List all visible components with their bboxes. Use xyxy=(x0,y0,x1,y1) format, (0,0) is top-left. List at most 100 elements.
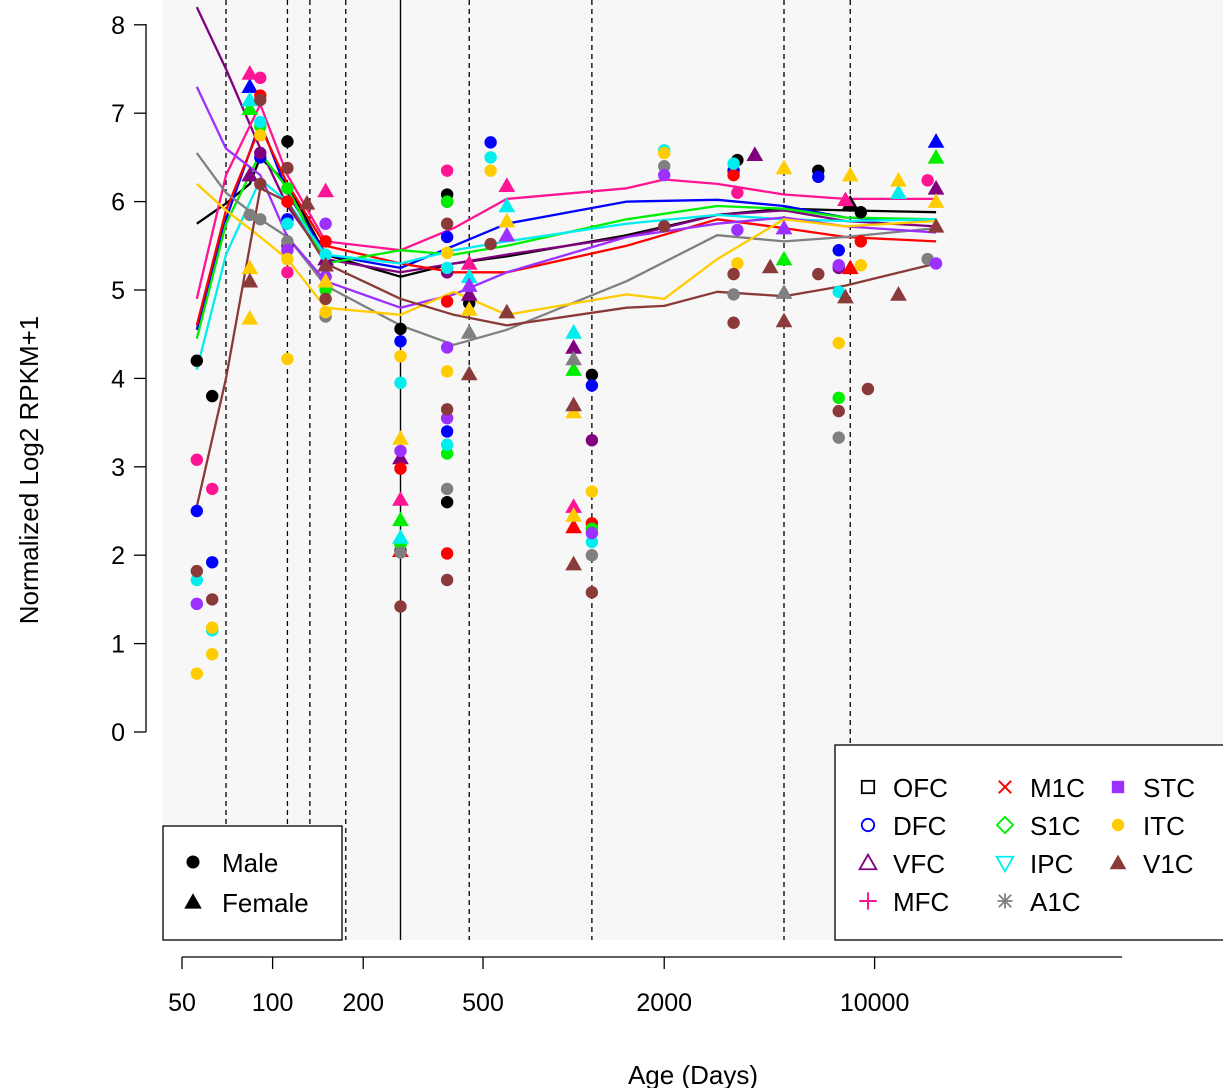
point-v1c xyxy=(727,316,740,329)
x-tick-label: 500 xyxy=(462,989,504,1017)
reference-lines xyxy=(225,0,851,940)
y-tick-label: 1 xyxy=(111,631,125,659)
point-ipc xyxy=(484,151,497,164)
point-m1c xyxy=(440,547,454,560)
y-tick-label: 5 xyxy=(111,277,125,305)
point-s1c xyxy=(241,100,259,116)
legend-sex-label: Male xyxy=(222,848,278,878)
legend-symbol-ipc xyxy=(995,855,1015,874)
point-v1c xyxy=(241,272,259,288)
point-stc xyxy=(658,168,671,182)
legend-symbol-mfc xyxy=(859,892,877,910)
legend-sex-symbol-male xyxy=(186,855,200,869)
y-tick-label: 7 xyxy=(111,100,125,128)
point-dfc xyxy=(190,504,204,518)
point-dfc xyxy=(440,425,454,438)
point-a1c xyxy=(775,284,793,299)
point-ofc xyxy=(585,368,599,382)
point-m1c xyxy=(440,295,454,308)
point-v1c xyxy=(890,286,907,301)
legend-symbol-vfc xyxy=(858,852,878,871)
point-itc xyxy=(775,159,793,175)
legend-symbol-itc xyxy=(1111,818,1125,832)
point-itc xyxy=(317,272,334,288)
point-dfc xyxy=(812,170,825,184)
point-ipc xyxy=(565,324,582,339)
point-a1c xyxy=(243,208,257,222)
point-v1c xyxy=(498,303,516,319)
point-v1c xyxy=(727,267,740,281)
point-itc xyxy=(658,146,671,160)
point-itc xyxy=(440,246,454,260)
point-stc xyxy=(281,244,294,257)
point-vfc xyxy=(241,166,259,182)
point-v1c xyxy=(254,93,267,107)
point-a1c xyxy=(440,482,454,496)
point-itc xyxy=(281,252,294,266)
legend-sex-symbol-female xyxy=(184,893,202,909)
point-a1c xyxy=(658,160,671,173)
point-itc xyxy=(585,485,599,498)
x-tick-label: 50 xyxy=(168,989,196,1017)
point-a1c xyxy=(585,549,599,562)
point-m1c xyxy=(394,462,407,475)
point-a1c xyxy=(727,288,740,301)
point-a1c xyxy=(565,350,582,366)
point-mfc xyxy=(190,453,204,466)
point-v1c xyxy=(440,217,454,230)
point-dfc xyxy=(241,78,259,93)
point-dfc xyxy=(394,335,407,348)
point-s1c xyxy=(281,182,294,195)
legend-symbol-a1c xyxy=(997,893,1013,909)
point-vfc xyxy=(585,434,599,447)
point-stc xyxy=(190,597,204,611)
point-s1c xyxy=(927,149,945,164)
legend-label-dfc: DFC xyxy=(893,811,946,841)
point-mfc xyxy=(392,491,409,506)
point-s1c xyxy=(775,250,793,266)
y-tick-label: 6 xyxy=(111,189,125,217)
legend-symbol-dfc xyxy=(860,817,876,833)
point-s1c xyxy=(832,391,845,405)
x-tick-label: 2000 xyxy=(636,989,692,1017)
legend-sex-box xyxy=(162,825,343,941)
point-a1c xyxy=(394,546,407,559)
point-mfc xyxy=(241,65,259,80)
x-tick-label: 10000 xyxy=(840,989,910,1017)
point-v1c xyxy=(658,220,671,233)
legend-sex-label: Female xyxy=(222,888,309,918)
point-stc xyxy=(498,226,516,242)
point-vfc xyxy=(746,146,764,162)
point-v1c xyxy=(440,573,454,587)
point-ipc xyxy=(254,115,267,129)
point-v1c xyxy=(484,237,497,251)
point-v1c xyxy=(298,194,316,210)
x-axis-ticks: 50 100 200 500 2000 10000 xyxy=(168,957,909,1017)
point-itc xyxy=(241,309,259,325)
y-tick-label: 8 xyxy=(111,12,125,40)
point-stc xyxy=(775,219,793,235)
point-stc xyxy=(440,341,454,354)
axes: 0 1 2 3 4 5 6 7 8 50 100 200 500 2000 10000 Age (Days… xyxy=(14,12,1122,1088)
point-mfc xyxy=(206,482,219,496)
point-itc xyxy=(854,259,868,272)
y-axis-title: Normalized Log2 RPKM+1 xyxy=(14,316,44,625)
point-s1c xyxy=(392,511,409,527)
point-a1c xyxy=(254,213,267,226)
point-v1c xyxy=(565,396,582,412)
trend-line-mfc xyxy=(195,103,937,300)
point-ipc xyxy=(281,217,294,230)
y-tick-label: 0 xyxy=(111,719,125,747)
point-ipc xyxy=(440,261,454,275)
point-ipc xyxy=(585,535,599,549)
point-itc xyxy=(241,259,259,275)
point-vfc xyxy=(254,146,267,160)
point-stc xyxy=(394,444,407,458)
point-m1c xyxy=(281,195,294,208)
point-mfc xyxy=(565,498,582,513)
point-a1c xyxy=(832,431,845,444)
legend-sex: Male Female xyxy=(162,825,343,941)
point-stc xyxy=(731,223,744,237)
point-s1c xyxy=(440,195,454,208)
point-v1c xyxy=(812,267,825,281)
